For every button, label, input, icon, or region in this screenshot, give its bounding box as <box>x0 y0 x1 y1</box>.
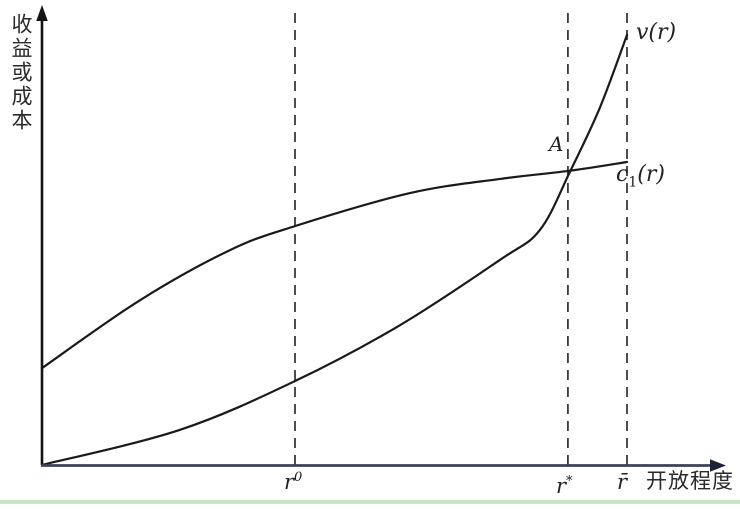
tick-r0-superscript: 0 <box>294 470 303 485</box>
curve-c1-label-base: c <box>616 162 629 187</box>
point-a-label: A <box>549 132 564 156</box>
tick-rstar-superscript: * <box>566 474 573 489</box>
tick-r0-label: r0 <box>284 471 302 493</box>
curves <box>40 33 629 467</box>
tick-rbar-label: r̄ <box>617 470 628 494</box>
y-axis-title: 收益或成本 <box>9 13 33 133</box>
tick-rstar-label: r* <box>556 475 573 497</box>
guide-lines <box>294 13 628 465</box>
tick-rstar-base: r <box>556 474 567 498</box>
curve-vr <box>40 33 629 467</box>
curve-c1-label-subscript: 1 <box>628 174 638 191</box>
y-axis-arrow-icon <box>36 5 48 21</box>
bottom-highlight-strip <box>0 500 740 504</box>
curve-c1-label-args: (r) <box>637 162 665 187</box>
curve-c1r <box>40 160 629 370</box>
tick-r0-base: r <box>284 470 295 494</box>
x-axis-title: 开放程度 <box>646 470 734 493</box>
x-axis-arrow-icon <box>710 459 726 472</box>
curve-v-label: v(r) <box>636 20 677 45</box>
curve-c1-label: c1(r) <box>616 163 665 190</box>
